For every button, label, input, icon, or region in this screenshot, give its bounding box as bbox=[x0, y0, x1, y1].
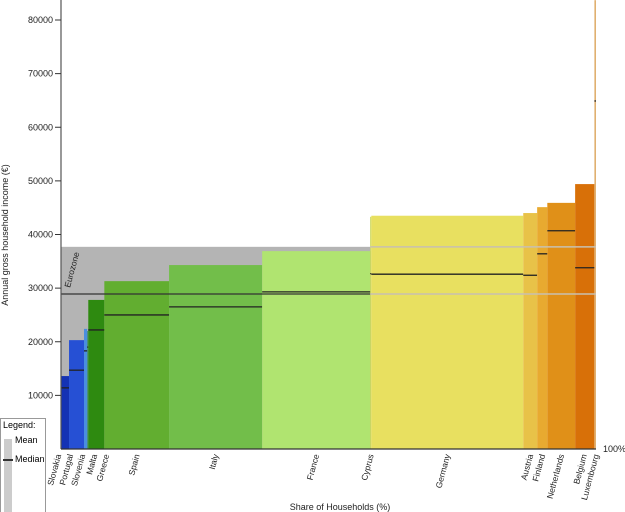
legend-median-label: Median bbox=[15, 454, 45, 464]
bar-portugal bbox=[69, 340, 85, 449]
legend: Legend: Mean Median bbox=[0, 418, 46, 512]
y-axis-label: Annual gross household income (€) bbox=[0, 164, 10, 306]
country-label: Germany bbox=[433, 452, 452, 489]
bar-netherlands bbox=[547, 202, 576, 449]
bar-cyprus bbox=[370, 216, 372, 449]
bar-germany bbox=[371, 215, 524, 449]
country-label: Spain bbox=[126, 453, 141, 477]
country-label: Cyprus bbox=[359, 453, 376, 482]
bar-italy bbox=[169, 265, 263, 449]
bar-greece bbox=[88, 299, 105, 449]
x-end-label: 100% bbox=[603, 444, 625, 454]
country-label: Italy bbox=[207, 452, 221, 470]
bar-austria bbox=[523, 213, 538, 449]
legend-mean-swatch bbox=[4, 439, 12, 512]
legend-mean-label: Mean bbox=[15, 435, 38, 445]
x-axis-label: Share of Households (%) bbox=[290, 502, 391, 512]
bar-spain bbox=[104, 281, 170, 449]
bar-belgium bbox=[575, 184, 595, 449]
y-tick-label: 60000 bbox=[28, 122, 53, 132]
y-tick-label: 40000 bbox=[28, 230, 53, 240]
y-tick-label: 70000 bbox=[28, 69, 53, 79]
legend-median-swatch bbox=[3, 459, 13, 461]
bar-finland bbox=[537, 207, 548, 449]
y-tick-label: 20000 bbox=[28, 337, 53, 347]
bar-luxembourg bbox=[594, 0, 596, 449]
bar-slovakia bbox=[61, 376, 70, 449]
country-label: France bbox=[305, 453, 322, 481]
legend-title: Legend: bbox=[3, 420, 36, 430]
bar-malta bbox=[87, 331, 89, 449]
y-tick-label: 50000 bbox=[28, 176, 53, 186]
y-tick-label: 80000 bbox=[28, 15, 53, 25]
bar-france bbox=[262, 251, 371, 449]
country-label: Netherlands bbox=[545, 453, 567, 500]
y-tick-label: 30000 bbox=[28, 283, 53, 293]
bar-slovenia bbox=[84, 328, 88, 449]
y-tick-label: 10000 bbox=[28, 390, 53, 400]
